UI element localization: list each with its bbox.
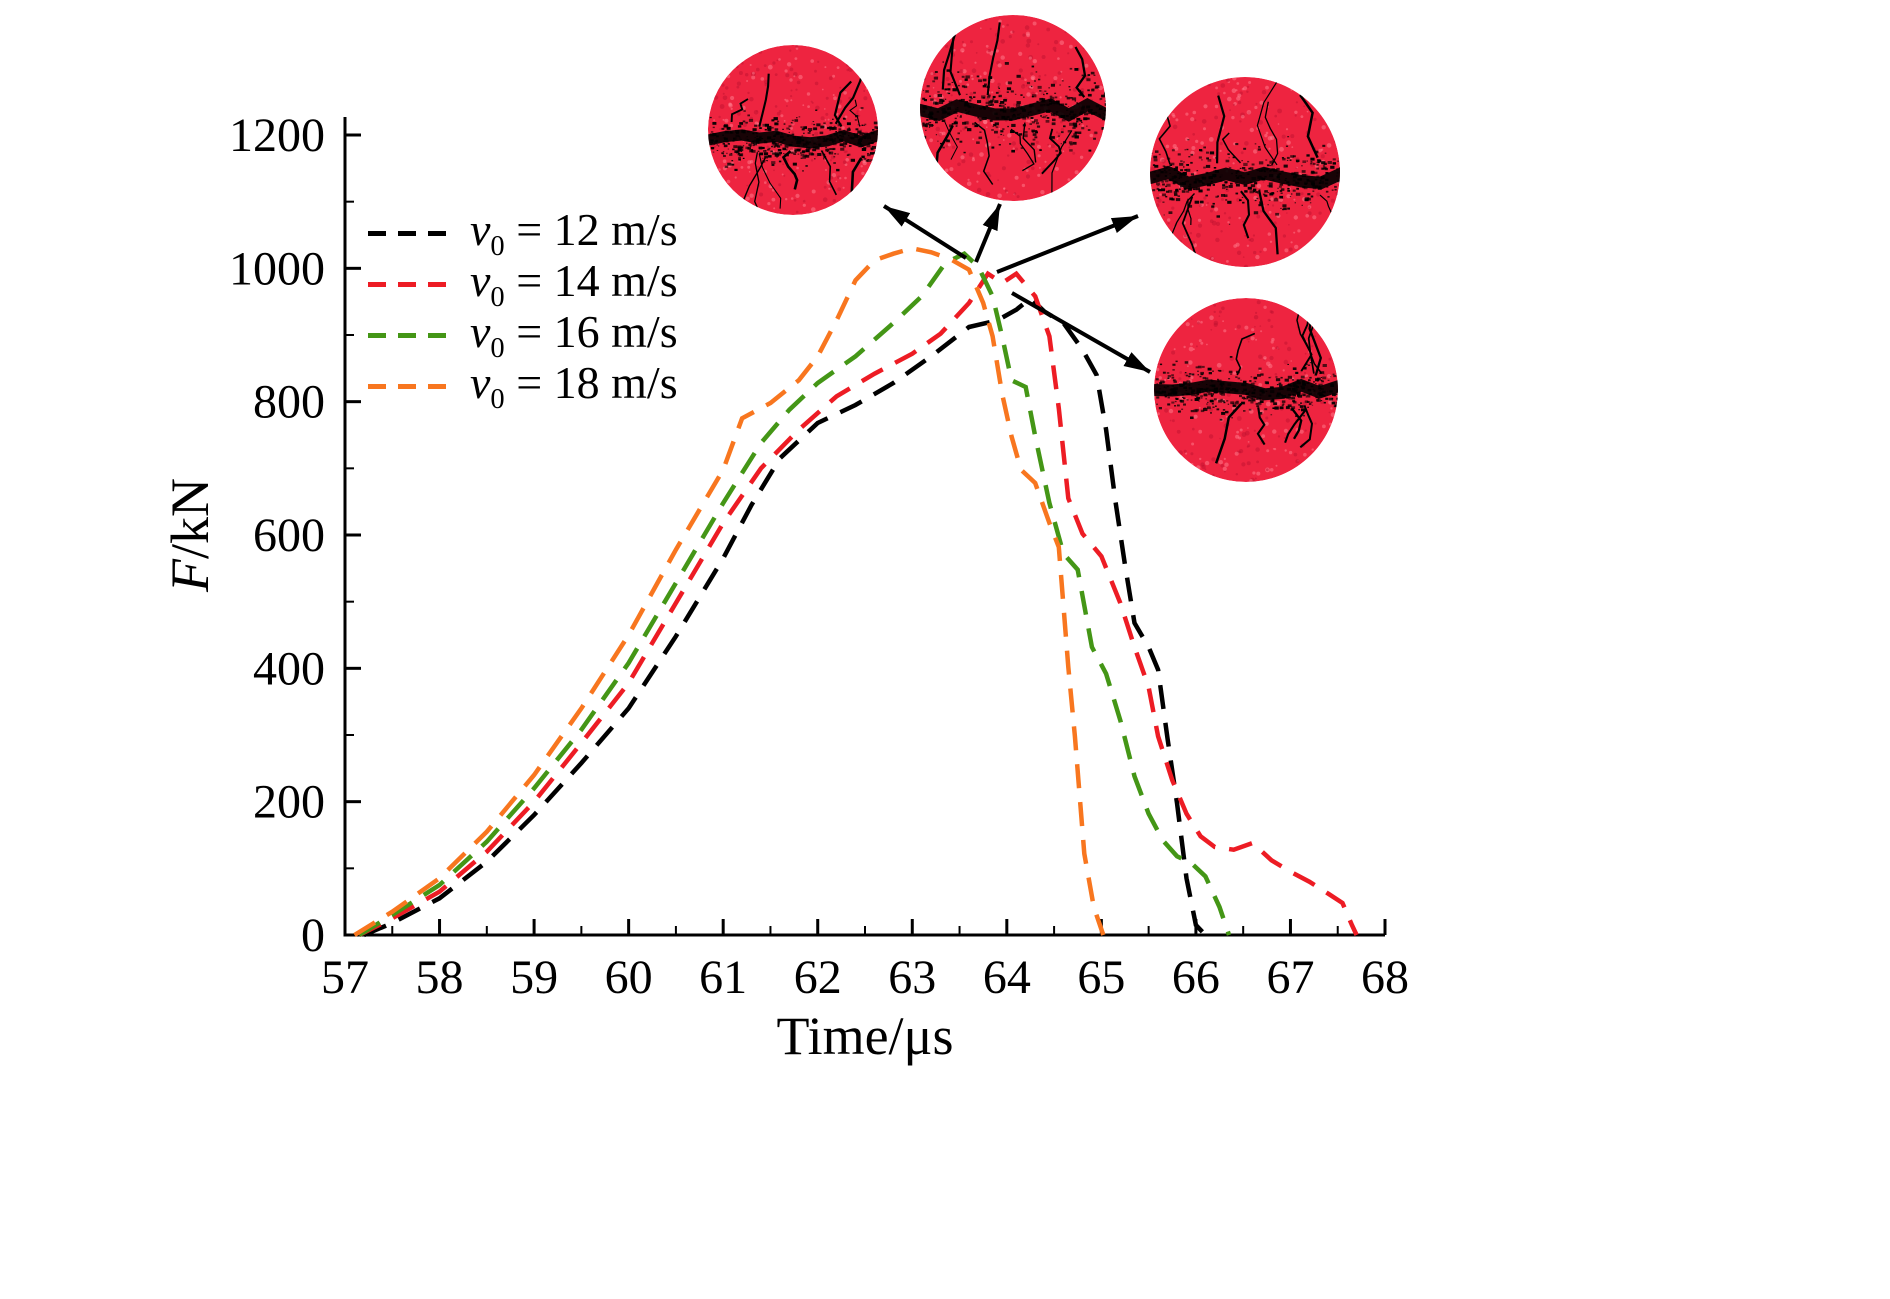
x-tick-label: 63 bbox=[888, 951, 936, 1004]
legend-dash-sample-v18 bbox=[368, 384, 454, 389]
legend-label-v14: v0 = 14 m/s bbox=[470, 255, 678, 314]
x-tick-label: 60 bbox=[605, 951, 653, 1004]
axes: 0 200 400 600 800 1000 1200 57 58 59 60 61 62 63 64 65 6… bbox=[229, 109, 1409, 1004]
x-tick-label: 62 bbox=[794, 951, 842, 1004]
legend-label-v12: v0 = 12 m/s bbox=[470, 204, 678, 263]
legend: v0 = 12 m/s v0 = 14 m/s v0 = 16 m/s v0 = 18… bbox=[368, 204, 678, 416]
annotation-arrows bbox=[882, 203, 1151, 374]
specimen-inset-1 bbox=[708, 45, 878, 215]
legend-dash-sample-v16 bbox=[368, 333, 454, 338]
legend-item-v16: v0 = 16 m/s bbox=[368, 306, 678, 365]
x-tick-label: 59 bbox=[510, 951, 558, 1004]
legend-label-v16: v0 = 16 m/s bbox=[470, 306, 678, 365]
x-tick-label: 67 bbox=[1266, 951, 1314, 1004]
y-tick-label: 0 bbox=[301, 909, 325, 962]
series-v12 bbox=[363, 295, 1208, 938]
legend-item-v12: v0 = 12 m/s bbox=[368, 204, 678, 263]
y-axis-symbol: F bbox=[160, 559, 220, 592]
x-axis-title: Time/μs bbox=[776, 1006, 954, 1066]
legend-dash-sample-v12 bbox=[368, 231, 454, 236]
y-tick-label: 600 bbox=[253, 509, 325, 562]
y-tick-label: 200 bbox=[253, 776, 325, 829]
y-tick-label: 1000 bbox=[229, 242, 325, 295]
y-axis-unit: /kN bbox=[160, 478, 220, 559]
legend-label-v18: v0 = 18 m/s bbox=[470, 357, 678, 416]
x-tick-label: 65 bbox=[1077, 951, 1125, 1004]
x-tick-label: 68 bbox=[1361, 951, 1409, 1004]
x-tick-label: 58 bbox=[416, 951, 464, 1004]
specimen-inset-2 bbox=[920, 15, 1106, 201]
x-tick-label: 64 bbox=[983, 951, 1031, 1004]
x-tick-label: 66 bbox=[1172, 951, 1220, 1004]
y-tick-label: 1200 bbox=[229, 109, 325, 162]
y-axis-title: F/kN bbox=[159, 478, 221, 592]
y-tick-label: 400 bbox=[253, 642, 325, 695]
x-tick-label: 61 bbox=[699, 951, 747, 1004]
series-v14 bbox=[358, 270, 1359, 938]
legend-item-v18: v0 = 18 m/s bbox=[368, 357, 678, 416]
x-tick-label: 57 bbox=[321, 951, 369, 1004]
legend-item-v14: v0 = 14 m/s bbox=[368, 255, 678, 314]
series-v16 bbox=[358, 250, 1232, 937]
specimen-inset-4 bbox=[1154, 298, 1338, 482]
y-tick-label: 800 bbox=[253, 376, 325, 429]
specimen-inset-3 bbox=[1150, 77, 1340, 267]
legend-dash-sample-v14 bbox=[368, 282, 454, 287]
